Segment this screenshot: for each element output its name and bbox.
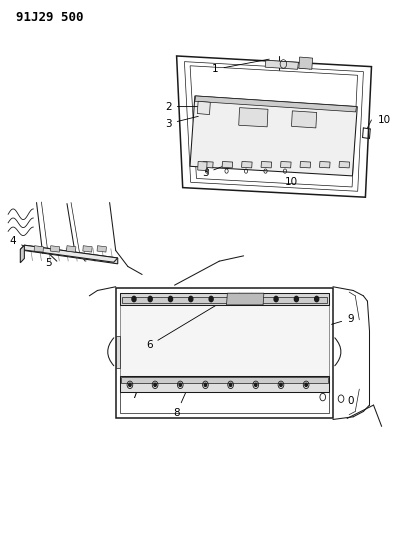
Polygon shape bbox=[119, 293, 328, 305]
Circle shape bbox=[179, 383, 181, 386]
Polygon shape bbox=[299, 161, 310, 168]
Polygon shape bbox=[280, 161, 290, 168]
Text: 5: 5 bbox=[45, 252, 53, 268]
Text: 2: 2 bbox=[165, 102, 204, 111]
Polygon shape bbox=[115, 288, 332, 418]
Text: 10: 10 bbox=[377, 115, 390, 125]
Polygon shape bbox=[119, 376, 328, 392]
Polygon shape bbox=[338, 161, 349, 168]
Polygon shape bbox=[226, 293, 263, 305]
Polygon shape bbox=[190, 66, 357, 187]
Text: 9: 9 bbox=[331, 314, 353, 325]
Text: 3: 3 bbox=[165, 116, 198, 128]
Polygon shape bbox=[197, 161, 207, 171]
Text: 8: 8 bbox=[173, 393, 185, 418]
Polygon shape bbox=[115, 336, 119, 368]
Circle shape bbox=[279, 383, 281, 386]
Text: 1: 1 bbox=[211, 59, 269, 74]
Polygon shape bbox=[83, 246, 92, 252]
Polygon shape bbox=[122, 297, 326, 303]
Circle shape bbox=[204, 383, 206, 386]
Circle shape bbox=[153, 383, 156, 386]
Polygon shape bbox=[222, 161, 232, 168]
Polygon shape bbox=[241, 161, 252, 168]
Polygon shape bbox=[97, 246, 106, 252]
Circle shape bbox=[229, 383, 231, 386]
Text: 3: 3 bbox=[201, 164, 228, 178]
Polygon shape bbox=[238, 108, 267, 127]
Text: 91J29 500: 91J29 500 bbox=[16, 11, 83, 23]
Circle shape bbox=[254, 383, 256, 386]
Polygon shape bbox=[121, 377, 327, 383]
Polygon shape bbox=[20, 245, 117, 262]
Polygon shape bbox=[197, 101, 210, 115]
Circle shape bbox=[132, 296, 136, 302]
Circle shape bbox=[294, 296, 298, 302]
Polygon shape bbox=[202, 161, 213, 168]
Polygon shape bbox=[319, 161, 329, 168]
Text: 10: 10 bbox=[284, 177, 297, 187]
Polygon shape bbox=[34, 246, 43, 252]
Polygon shape bbox=[291, 111, 316, 128]
Text: 6: 6 bbox=[146, 300, 224, 350]
Circle shape bbox=[209, 296, 213, 302]
Polygon shape bbox=[298, 57, 312, 69]
Polygon shape bbox=[260, 161, 271, 168]
Circle shape bbox=[304, 383, 307, 386]
Circle shape bbox=[314, 296, 318, 302]
Polygon shape bbox=[264, 60, 298, 69]
Polygon shape bbox=[20, 245, 24, 263]
Polygon shape bbox=[194, 96, 356, 112]
Text: 4: 4 bbox=[10, 236, 23, 246]
Circle shape bbox=[148, 296, 152, 302]
Circle shape bbox=[168, 296, 172, 302]
Polygon shape bbox=[176, 56, 371, 197]
Polygon shape bbox=[119, 305, 328, 376]
Polygon shape bbox=[50, 246, 60, 252]
Polygon shape bbox=[190, 96, 356, 176]
Circle shape bbox=[273, 296, 277, 302]
Polygon shape bbox=[66, 246, 76, 252]
Circle shape bbox=[188, 296, 192, 302]
Circle shape bbox=[128, 383, 131, 386]
Polygon shape bbox=[24, 245, 117, 264]
Text: 0: 0 bbox=[346, 396, 353, 406]
Text: 7: 7 bbox=[130, 385, 151, 400]
